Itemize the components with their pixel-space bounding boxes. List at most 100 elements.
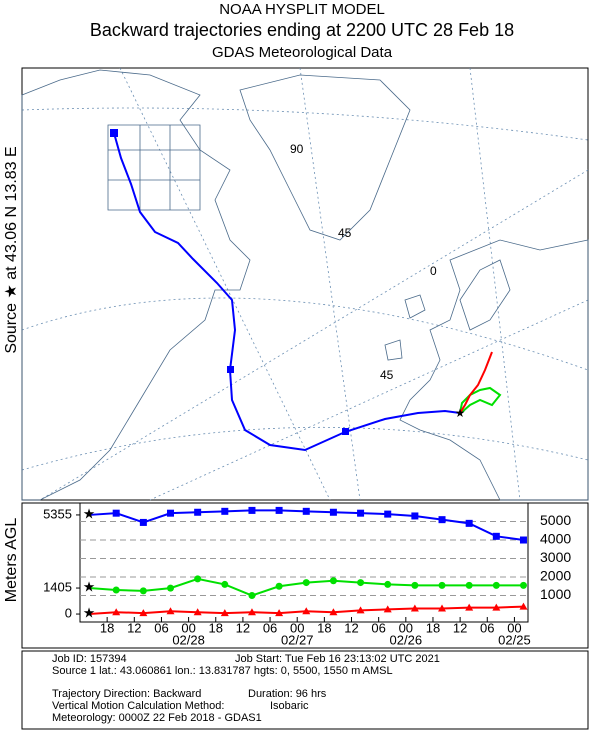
marker — [167, 584, 175, 592]
marker — [221, 580, 229, 588]
marker — [112, 586, 120, 594]
marker — [519, 536, 527, 544]
y-axis-label: Meters AGL — [3, 518, 20, 603]
north-america — [21, 69, 251, 501]
x-tick-label: 12 — [344, 620, 358, 635]
trajectory — [459, 386, 502, 414]
y2-tick-label: 2000 — [540, 568, 571, 584]
x-tick-label: 18 — [209, 620, 223, 635]
x-tick-label: 00 — [290, 620, 304, 635]
footer-text: Isobaric — [270, 700, 309, 712]
x-tick-label: 12 — [453, 620, 467, 635]
europe — [399, 239, 589, 501]
grid-label: 45 — [338, 226, 352, 240]
footer-text: Duration: 96 hrs — [248, 688, 327, 700]
footer-text: Meteorology: 0000Z 22 Feb 2018 - GDAS1 — [52, 712, 262, 724]
marker — [220, 609, 229, 617]
marker — [384, 580, 392, 588]
marker — [302, 607, 311, 615]
marker — [275, 506, 283, 514]
marker — [248, 592, 256, 600]
trajectory-marker — [227, 366, 234, 373]
x-tick-label: 12 — [236, 620, 250, 635]
x-tick-label: 12 — [127, 620, 141, 635]
marker — [139, 587, 147, 595]
footer-frame — [21, 650, 589, 730]
x-tick-label: 06 — [154, 620, 168, 635]
marker — [329, 608, 338, 616]
y-tick-label: 1405 — [43, 579, 72, 594]
marker — [221, 507, 229, 515]
marker — [302, 507, 310, 515]
marker — [465, 519, 473, 527]
scandinavia — [459, 259, 511, 331]
marker — [193, 608, 202, 616]
marker — [139, 518, 147, 526]
marker — [356, 606, 365, 614]
provinces — [107, 124, 201, 211]
marker — [465, 581, 473, 589]
marker — [383, 605, 392, 613]
x-tick-label: 00 — [399, 620, 413, 635]
marker — [492, 581, 500, 589]
marker — [139, 609, 148, 617]
marker — [194, 575, 202, 583]
height-chart: 1000 2000 3000 4000 5000 0 1405 5355 18 12 06 00 18 1… — [43, 506, 571, 648]
footer-text: Trajectory Direction: Backward — [52, 688, 201, 700]
x-tick-label: 06 — [371, 620, 385, 635]
y-tick-label: 5355 — [43, 506, 72, 521]
trajectory — [459, 351, 493, 414]
map-frame — [21, 67, 589, 501]
source-star: ★ — [83, 579, 96, 595]
x-date-label: 02/28 — [172, 632, 205, 647]
y2-tick-label: 3000 — [540, 549, 571, 565]
parallel — [21, 107, 589, 141]
grid-label: 45 — [380, 368, 394, 382]
meridian — [119, 67, 331, 501]
marker — [248, 506, 256, 514]
height-line — [88, 509, 524, 542]
marker — [275, 582, 283, 590]
y2-tick-label: 1000 — [540, 586, 571, 602]
marker — [384, 510, 392, 518]
marker — [357, 509, 365, 517]
islands — [384, 294, 426, 361]
parallel — [21, 297, 589, 371]
x-tick-label: 18 — [100, 620, 114, 635]
marker — [275, 609, 284, 617]
x-date-label: 02/25 — [498, 632, 531, 647]
marker — [438, 516, 446, 524]
footer-text: Vertical Motion Calculation Method: — [52, 700, 224, 712]
marker — [112, 608, 121, 616]
grid-label: 0 — [430, 264, 437, 278]
x-tick-label: 00 — [181, 620, 195, 635]
marker — [519, 581, 527, 589]
trajectory-marker — [110, 129, 118, 137]
trajectory-marker — [342, 428, 349, 435]
marker — [438, 604, 447, 612]
y-tick-label: 0 — [65, 605, 72, 620]
y2-tick-label: 4000 — [540, 531, 571, 547]
plot-frame — [79, 502, 529, 623]
marker — [438, 581, 446, 589]
title: NOAA HYSPLIT MODEL — [219, 1, 385, 18]
source-star: ★ — [83, 605, 96, 621]
marker — [329, 508, 337, 516]
marker — [357, 579, 365, 587]
x-date-label: 02/27 — [281, 632, 314, 647]
marker — [194, 508, 202, 516]
marker — [411, 581, 419, 589]
source-star: ★ — [455, 406, 466, 420]
marker — [410, 604, 419, 612]
marker — [166, 607, 175, 615]
footer-text: Source 1 lat.: 43.060861 lon.: 13.831787… — [52, 665, 393, 677]
parallel — [21, 426, 589, 471]
marker — [329, 577, 337, 585]
map: ★ 90 45 0 45 — [21, 67, 589, 501]
grid-label: 90 — [290, 142, 304, 156]
marker — [465, 603, 474, 611]
data-source: GDAS Meteorological Data — [212, 44, 393, 61]
marker — [167, 509, 175, 517]
marker — [112, 509, 120, 517]
